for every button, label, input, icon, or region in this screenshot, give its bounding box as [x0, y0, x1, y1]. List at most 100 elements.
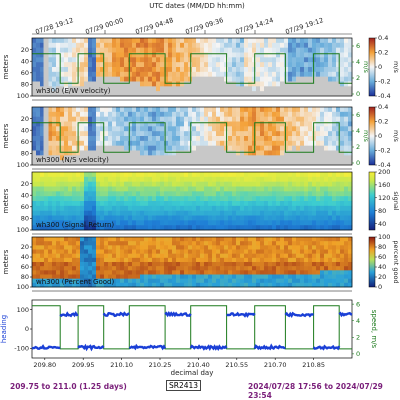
heatmap-cell: [308, 210, 313, 216]
heatmap-cell: [276, 131, 281, 137]
heatmap-cell: [320, 81, 325, 87]
heatmap-cell: [148, 145, 153, 151]
heatmap-cell: [132, 86, 137, 92]
heatmap-cell: [48, 220, 53, 226]
heatmap-cell: [236, 121, 241, 127]
heatmap-cell: [304, 107, 309, 113]
heatmap-cell: [164, 42, 169, 48]
heatmap-cell: [316, 136, 321, 142]
heatmap-cell: [248, 201, 253, 207]
heatmap-cell: [204, 57, 209, 63]
heatmap-cell: [276, 76, 281, 82]
heatmap-cell: [272, 249, 277, 254]
heatmap-cell: [88, 52, 93, 58]
heatmap-cell: [48, 215, 53, 221]
heatmap-cell: [176, 257, 181, 263]
heatmap-cell: [244, 155, 249, 161]
heatmap-cell: [188, 126, 193, 132]
heatmap-cell: [284, 278, 289, 284]
heatmap-cell: [192, 249, 197, 254]
heatmap-cell: [60, 257, 65, 263]
heatmap-cell: [56, 210, 61, 216]
heatmap-cell: [272, 76, 277, 82]
heatmap-cell: [40, 274, 45, 279]
heatmap-cell: [176, 131, 181, 137]
heatmap-cell: [156, 181, 161, 187]
heatmap-cell: [120, 145, 125, 151]
heatmap-cell: [140, 107, 145, 113]
heatmap-cell: [148, 237, 153, 242]
heatmap-cell: [192, 274, 197, 279]
no-data-band: [43, 107, 49, 165]
heatmap-cell: [148, 205, 153, 211]
heatmap-cell: [40, 131, 45, 137]
heatmap-cell: [192, 76, 197, 82]
heatmap-cell: [184, 220, 189, 226]
heatmap-cell: [276, 257, 281, 263]
heatmap-cell: [276, 270, 281, 275]
heatmap-cell: [208, 47, 213, 53]
heatmap-cell: [68, 282, 73, 288]
heatmap-cell: [96, 176, 101, 182]
heatmap-cell: [156, 150, 161, 156]
heatmap-cell: [328, 278, 333, 284]
heatmap-cell: [248, 274, 253, 279]
heatmap-cell: [264, 181, 269, 187]
heatmap-cell: [124, 282, 129, 288]
heatmap-cell: [116, 241, 121, 246]
heatmap-cell: [316, 86, 321, 92]
heatmap-cell: [212, 81, 217, 87]
heatmap-cell: [100, 116, 105, 122]
heatmap-cell: [180, 215, 185, 221]
heatmap-cell: [284, 225, 289, 231]
y-tick-label: 60: [21, 263, 29, 271]
heatmap-cell: [320, 257, 325, 263]
heatmap-cell: [52, 150, 57, 156]
heatmap-cell: [76, 249, 81, 254]
heatmap-cell: [292, 249, 297, 254]
heatmap-cell: [80, 81, 85, 87]
heatmap-cell: [240, 186, 245, 192]
heatmap-cell: [292, 140, 297, 146]
heatmap-cell: [172, 266, 177, 271]
heatmap-cell: [92, 220, 97, 226]
heatmap-cell: [192, 86, 197, 92]
heatmap-cell: [32, 257, 37, 263]
heatmap-cell: [252, 274, 257, 279]
heatmap-cell: [108, 116, 113, 122]
heatmap-cell: [164, 131, 169, 137]
heatmap-cell: [68, 274, 73, 279]
heatmap-cell: [152, 140, 157, 146]
heatmap-cell: [176, 266, 181, 271]
heatmap-cell: [64, 220, 69, 226]
heatmap-cell: [36, 266, 41, 271]
heatmap-cell: [60, 62, 65, 68]
heatmap-cell: [280, 71, 285, 77]
heatmap-cell: [88, 160, 93, 166]
heatmap-cell: [196, 270, 201, 275]
heatmap-cell: [40, 237, 45, 242]
heatmap-cell: [88, 172, 93, 178]
footer-range: 209.75 to 211.0 (1.25 days): [10, 382, 127, 391]
heatmap-cell: [64, 257, 69, 263]
heatmap-cell: [144, 245, 149, 250]
heatmap-cell: [300, 225, 305, 231]
heatmap-cell: [184, 91, 189, 97]
heatmap-cell: [68, 249, 73, 254]
heatmap-cell: [72, 201, 77, 207]
heatmap-cell: [168, 116, 173, 122]
heatmap-cell: [328, 86, 333, 92]
heatmap-cell: [164, 38, 169, 44]
heatmap-cell: [216, 282, 221, 288]
heatmap-cell: [244, 215, 249, 221]
heatmap-cell: [92, 201, 97, 207]
heatmap-cell: [304, 262, 309, 267]
heatmap-cell: [64, 126, 69, 132]
heatmap-cell: [328, 257, 333, 263]
right-tick-label: 6: [356, 111, 360, 119]
heatmap-cell: [100, 249, 105, 254]
heatmap-cell: [160, 62, 165, 68]
heatmap-cell: [188, 274, 193, 279]
heatmap-cell: [200, 225, 205, 231]
heatmap-cell: [128, 186, 133, 192]
